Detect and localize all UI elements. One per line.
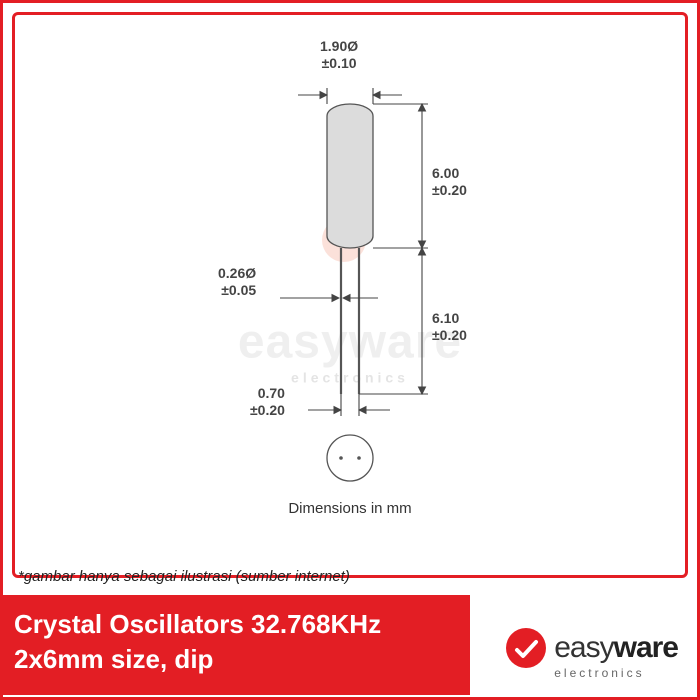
brand-logo: easyware electronics <box>504 626 678 680</box>
dim-line-body-height <box>373 104 428 248</box>
units-label: Dimensions in mm <box>288 500 411 517</box>
footnote: *gambar hanya sebagai ilustrasi (sumber … <box>18 568 350 585</box>
logo-text: easyware <box>554 631 678 665</box>
dim-line-lead-pitch <box>308 394 390 416</box>
dim-line-top <box>298 88 402 104</box>
title-line-2: 2x6mm size, dip <box>14 644 456 675</box>
title-line-1: Crystal Oscillators 32.768KHz <box>14 605 456 644</box>
leads <box>341 248 359 394</box>
logo-mark-icon <box>504 626 548 670</box>
logo-subtext: electronics <box>554 666 678 680</box>
dim-line-lead-length <box>359 248 428 394</box>
component-diagram <box>180 40 520 500</box>
body-shape <box>327 104 373 248</box>
bottom-view <box>327 435 373 481</box>
title-bar: Crystal Oscillators 32.768KHz 2x6mm size… <box>0 595 470 695</box>
